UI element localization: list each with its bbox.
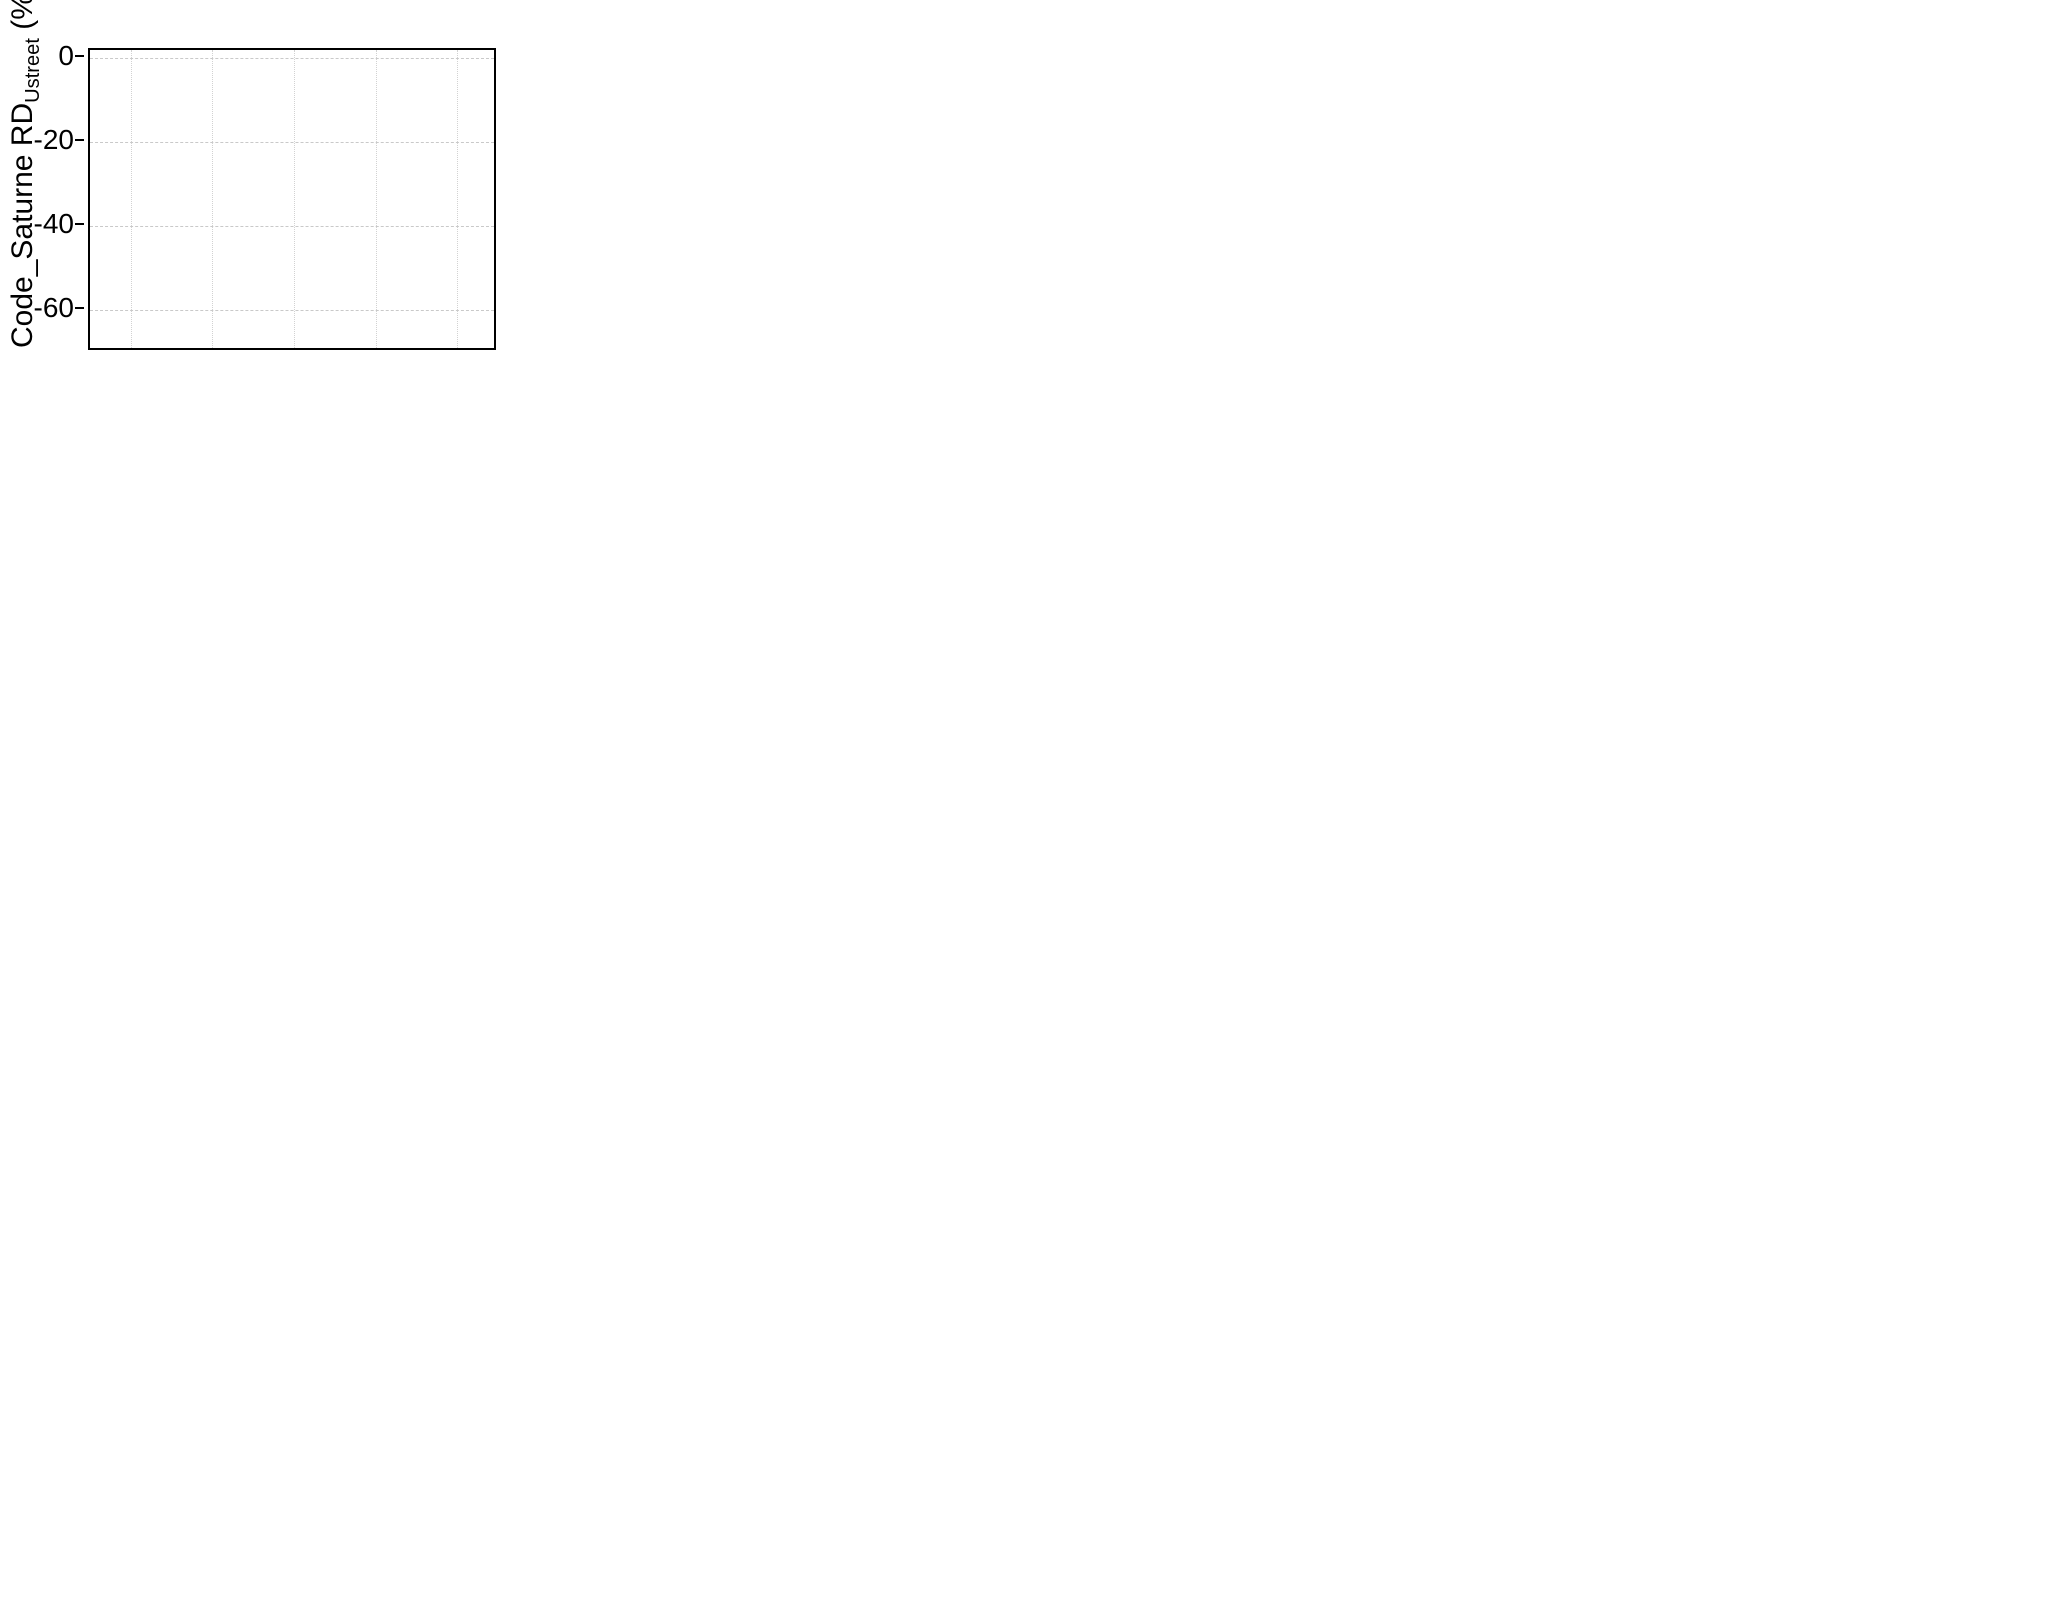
y-tick-label: 0 [58,40,74,72]
gridline-horizontal [90,142,494,144]
gridline-horizontal [90,226,494,228]
y-tick-label: -20 [33,124,74,156]
gridline-vertical [457,50,459,348]
y-tick-label: -60 [33,292,74,324]
panel-a: Code_Saturne RDUstreet (%) 0 -20 -40 -60 [0,0,2067,538]
y-axis-ticks: 0 -20 -40 -60 [26,40,84,350]
subplot-a-1 [88,48,496,350]
gridline-vertical [130,50,132,348]
y-tick-mark [75,139,84,142]
gridline-vertical [212,50,214,348]
y-tick-mark [75,223,84,226]
bars-layer [90,50,494,348]
gridline-horizontal [90,58,494,60]
gridline-horizontal [90,310,494,312]
gridline-vertical [294,50,295,348]
gridline-vertical [375,50,377,348]
y-tick-mark [75,307,84,310]
plot-frame [88,48,496,350]
y-tick-mark [75,55,84,58]
y-tick-label: -40 [33,208,74,240]
